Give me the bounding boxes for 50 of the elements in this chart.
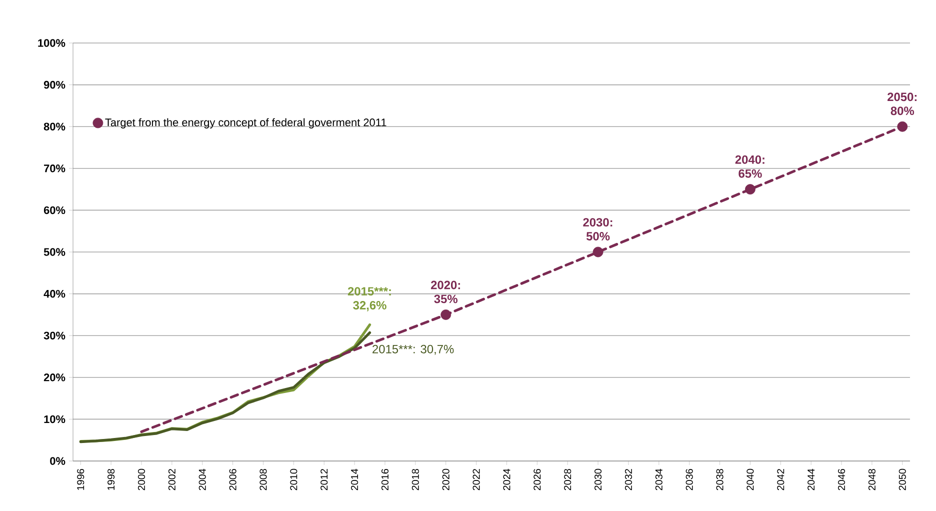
- x-tick-label: 2038: [716, 468, 724, 490]
- x-tick-label: 2014: [351, 468, 358, 490]
- x-tick-label: 2016: [381, 468, 388, 490]
- x-tick-label: 2012: [320, 469, 328, 490]
- x-tick-label: 2036: [686, 468, 693, 490]
- point: [592, 246, 604, 258]
- x-tick-label: 2026: [534, 468, 541, 490]
- data-label: 2040: 65%: [735, 155, 764, 178]
- y-tick-label: 10%: [44, 415, 66, 424]
- x-tick-label: 2020: [442, 468, 450, 490]
- point: [897, 121, 908, 132]
- x-tick-label: 2002: [168, 469, 176, 490]
- x-tick-label: 2030: [594, 468, 602, 490]
- x-tick-label: 2004: [198, 468, 206, 490]
- data-label: 2015***: 30,7%: [372, 344, 454, 355]
- x-tick-label: 2022: [472, 469, 480, 490]
- y-tick-label: 50%: [44, 248, 66, 256]
- x-tick-label: 2028: [564, 468, 572, 490]
- data-label: 2050: 80%: [888, 92, 917, 116]
- point: [745, 184, 756, 194]
- legend-label: Target from the energy concept of federal goverment 2011: [105, 118, 386, 128]
- x-tick-label: 2000: [138, 468, 146, 490]
- data-label: 2030: 50%: [583, 218, 612, 240]
- x-tick-label: 2046: [838, 468, 846, 490]
- y-tick-label: 90%: [44, 80, 66, 89]
- x-tick-label: 2034: [655, 468, 662, 490]
- x-tick-label: 2044: [808, 468, 815, 490]
- y-tick-label: 80%: [44, 122, 66, 130]
- x-tick-label: 2042: [777, 469, 784, 490]
- y-tick-label: 30%: [44, 332, 66, 340]
- x-tick-label: 2018: [412, 468, 419, 490]
- x-tick-label: 2024: [503, 468, 510, 490]
- y-tick-label: 70%: [44, 164, 66, 172]
- x-tick-label: 2040: [746, 468, 754, 490]
- x-tick-label: 2010: [290, 468, 298, 490]
- x-tick-label: 2032: [624, 469, 632, 490]
- data-label: 2020: 35%: [430, 280, 460, 304]
- x-tick-label: 2048: [868, 468, 876, 490]
- y-tick-label: 100%: [38, 39, 66, 47]
- x-tick-label: 2008: [260, 468, 267, 490]
- y-tick-label: 40%: [44, 290, 66, 298]
- data-label: 2015***: 32,6%: [348, 287, 391, 312]
- x-tick-label: 1996: [77, 468, 84, 490]
- x-tick-label: 2006: [229, 468, 236, 490]
- x-tick-label: 1998: [108, 468, 115, 490]
- y-tick-label: 60%: [44, 206, 66, 214]
- y-tick-label: 0%: [50, 457, 66, 465]
- x-tick-label: 2050: [898, 468, 906, 490]
- y-tick-label: 20%: [44, 374, 66, 382]
- point: [440, 310, 452, 320]
